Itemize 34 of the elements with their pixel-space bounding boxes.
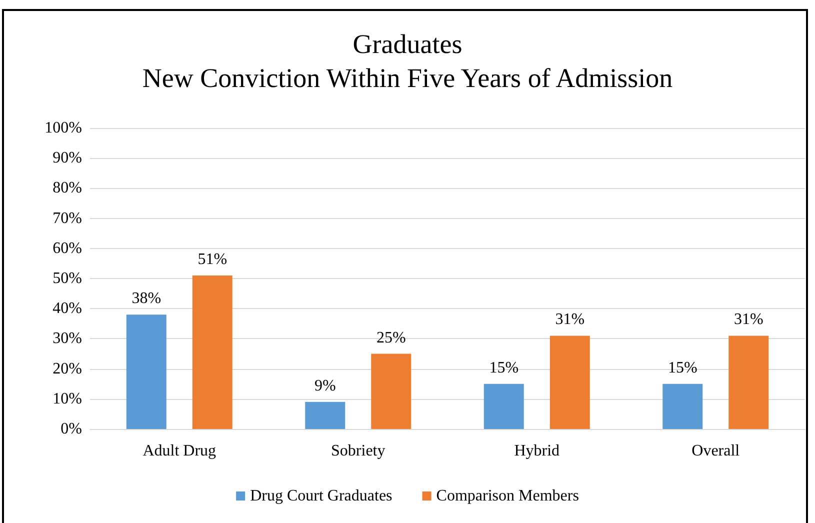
data-label: 15% <box>668 359 698 376</box>
x-tick-label: Adult Drug <box>142 442 216 460</box>
y-tick-label: 80% <box>52 180 82 197</box>
y-tick-label: 70% <box>52 210 82 227</box>
data-label: 31% <box>734 311 764 328</box>
bar <box>305 402 346 429</box>
bar <box>550 336 590 429</box>
x-tick-label: Overall <box>692 442 740 460</box>
y-tick-label: 20% <box>52 360 82 378</box>
y-tick-label: 40% <box>52 300 82 318</box>
bar <box>126 314 166 429</box>
data-label: 38% <box>132 290 162 308</box>
bar <box>192 275 232 429</box>
bar <box>484 384 524 429</box>
y-tick-label: 90% <box>52 150 82 167</box>
chart-title: Graduates New Conviction Within Five Years of Admission <box>142 29 674 93</box>
legend-label: Comparison Members <box>436 488 579 504</box>
x-tick-label: Sobriety <box>331 442 386 460</box>
y-tick-label: 0% <box>60 420 82 438</box>
data-label: 9% <box>314 377 336 394</box>
bar <box>662 384 703 429</box>
data-label: 31% <box>555 311 585 328</box>
bar <box>728 336 769 429</box>
y-tick-label: 10% <box>52 390 82 408</box>
y-tick-label: 30% <box>52 330 82 348</box>
data-label: 51% <box>198 250 228 268</box>
x-tick-label: Hybrid <box>514 442 560 460</box>
data-label: 15% <box>489 359 519 376</box>
y-tick-label: 100% <box>44 120 82 136</box>
y-tick-label: 60% <box>52 240 82 257</box>
data-label: 25% <box>376 329 406 346</box>
legend-label: Drug Court Graduates <box>250 488 392 504</box>
bar <box>371 354 412 429</box>
y-tick-label: 50% <box>52 270 82 287</box>
